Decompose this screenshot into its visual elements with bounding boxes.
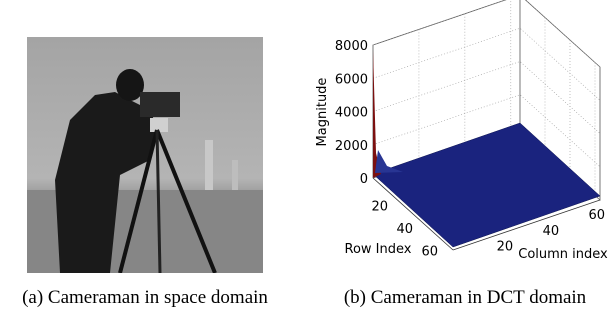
grid-line [372,61,601,134]
x-axis-label: Row Index [345,242,412,257]
y-axis-label: Column index [518,247,608,262]
dct-plot: 0 2000 4000 6000 8000 20 40 60 20 40 60 Magnitude Ro… [315,0,608,262]
z-tick-label: 0 [360,172,368,187]
y-tick-label: 60 [589,208,606,223]
axis-edge [452,199,601,251]
z-axis-label: Magnitude [315,78,330,147]
grid-line [372,94,601,167]
surface [372,122,601,248]
axis-edge [372,177,454,251]
cameraman-image [27,37,263,273]
caption: (b) Cameraman in DCT domain [344,287,587,308]
grid-line [372,27,601,101]
z-tick-label: 6000 [335,72,368,87]
y-tick-label: 40 [543,224,560,239]
surface-ridge [375,150,403,173]
caption: (a) Cameraman in space domain [22,287,268,308]
x-tick-label: 60 [421,245,438,260]
surface-peak [373,50,381,178]
grid-line [372,0,601,68]
y-tick-label: 20 [497,239,514,254]
z-tick-label: 2000 [335,139,368,154]
x-tick-label: 40 [396,222,413,237]
x-tick-label: 20 [371,200,388,215]
z-tick-label: 8000 [335,39,368,54]
z-tick-label: 4000 [335,106,368,121]
